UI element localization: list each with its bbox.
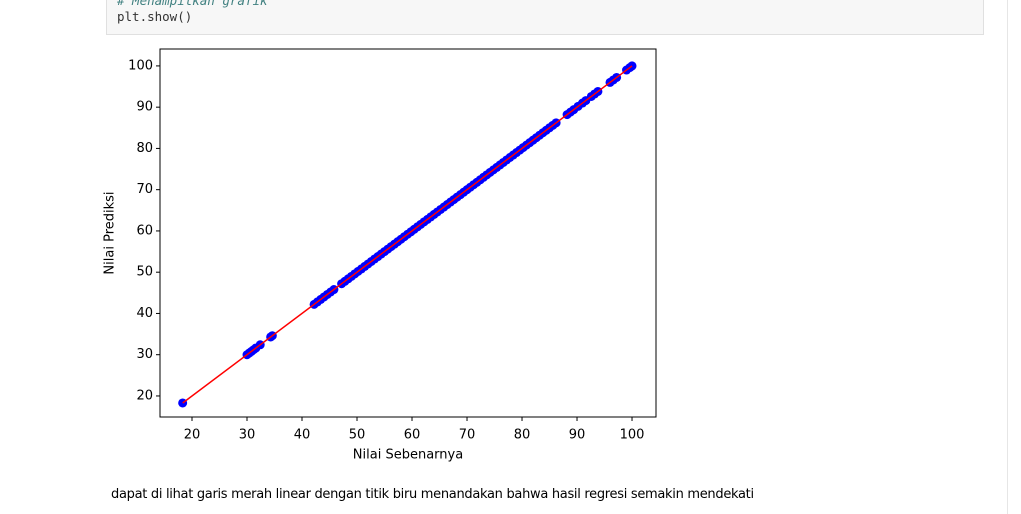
markdown-text: dapat di lihat garis merah linear dengan…	[111, 487, 754, 502]
x-tick-label: 90	[569, 428, 586, 443]
x-tick-label: 70	[459, 428, 476, 443]
x-tick-label: 30	[239, 428, 256, 443]
y-tick-label: 70	[136, 182, 153, 197]
x-tick-label: 40	[294, 428, 311, 443]
x-tick-label: 20	[184, 428, 201, 443]
y-axis-label: Nilai Prediksi	[103, 191, 118, 274]
code-comment: # Menampilkan grafik	[117, 0, 268, 8]
x-tick-label: 60	[404, 428, 421, 443]
y-tick-label: 50	[136, 265, 153, 280]
x-tick-label: 80	[514, 428, 531, 443]
fit-line	[182, 65, 633, 404]
y-tick-label: 90	[136, 100, 153, 115]
y-tick-label: 20	[136, 388, 153, 403]
chart: Nilai Sebenarnya Nilai Prediksi 20 30 40 50…	[103, 48, 657, 463]
code-line: plt.show()	[117, 9, 193, 24]
plot-frame	[159, 48, 657, 418]
x-tick-label: 100	[620, 428, 645, 443]
y-tick-label: 30	[136, 347, 153, 362]
y-tick-label: 100	[128, 58, 153, 73]
y-tick-label: 80	[136, 141, 153, 156]
code-cell[interactable]: # Menampilkan grafik plt.show()	[106, 0, 984, 35]
divider	[1007, 0, 1008, 514]
x-axis-label: Nilai Sebenarnya	[353, 448, 463, 463]
y-tick-label: 60	[136, 223, 153, 238]
x-tick-label: 50	[349, 428, 366, 443]
y-tick-label: 40	[136, 306, 153, 321]
